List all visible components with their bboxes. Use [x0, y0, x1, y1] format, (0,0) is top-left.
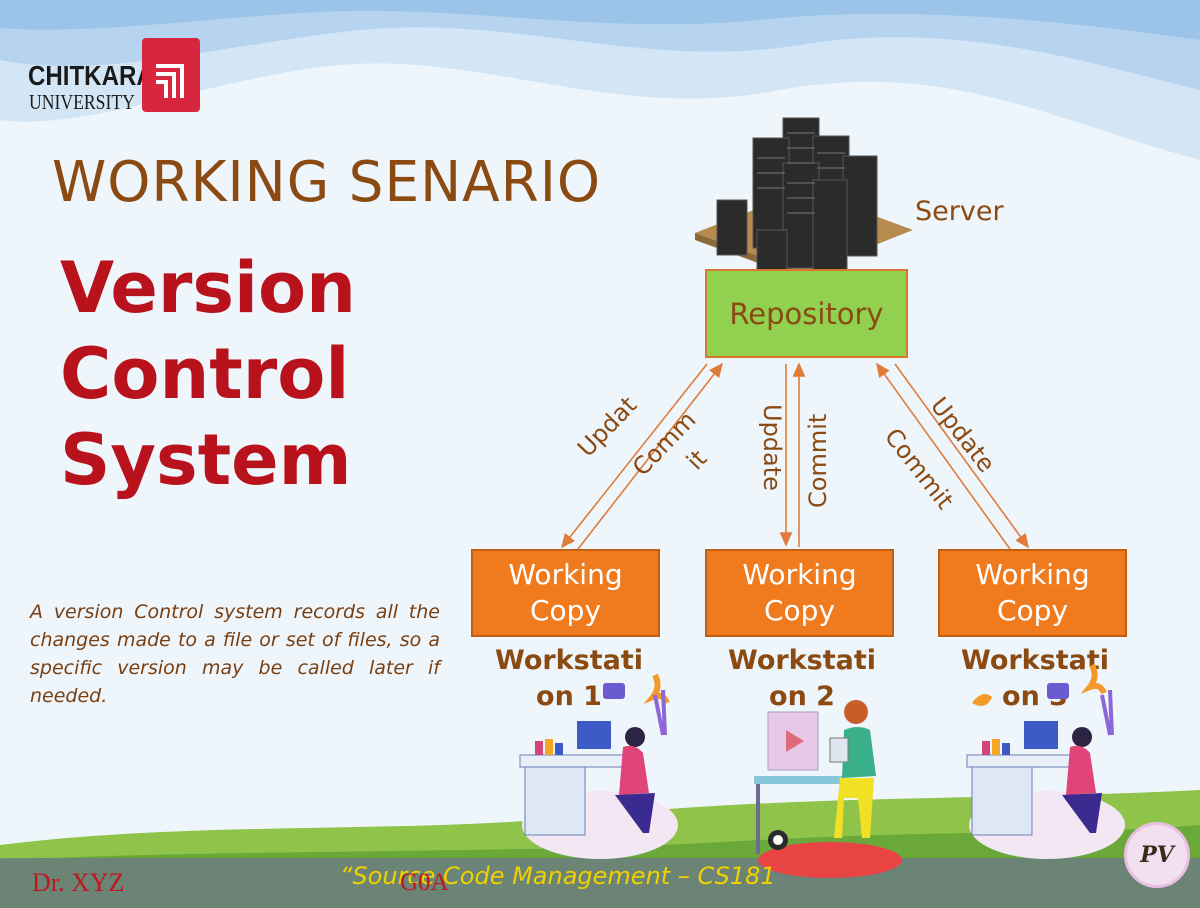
- description-text: A version Control system records all the…: [30, 601, 440, 707]
- title-line-1: Version: [60, 247, 356, 329]
- arrow-update-1: [561, 363, 708, 549]
- pv-badge-icon: PV: [1124, 822, 1190, 888]
- arrow-update-3: [894, 363, 1029, 549]
- repository-label: Repository: [729, 296, 884, 331]
- person-at-desk-icon: [519, 673, 678, 859]
- working-copy-box-3: Working Copy: [938, 549, 1127, 637]
- working-copy-label-line-1: Working: [508, 558, 623, 591]
- working-copy-box-2: Working Copy: [705, 549, 894, 637]
- working-copy-box-1: Working Copy: [471, 549, 660, 637]
- footer-course-title: “Source Code Management – CS181: [340, 862, 776, 890]
- person-at-desk-icon-2: [966, 663, 1125, 859]
- slide-title: Version Control System: [60, 245, 390, 503]
- person-with-tablet-icon: [754, 700, 902, 878]
- working-copy-label-line-2: Copy: [996, 594, 1069, 627]
- university-logo: CHITKARA UNIVERSITY: [26, 38, 201, 114]
- label-mid-commit: Commit: [804, 413, 832, 508]
- title-line-3: System: [60, 419, 352, 501]
- server-label: Server: [915, 196, 1004, 227]
- slide-heading: WORKING SENARIO: [52, 150, 602, 215]
- working-copy-label-line-1: Working: [975, 558, 1090, 591]
- working-copy-label-line-2: Copy: [529, 594, 602, 627]
- title-line-2: Control: [60, 333, 350, 415]
- repository-box: Repository: [705, 269, 908, 358]
- logo-mark-icon: [142, 38, 200, 112]
- logo-sub-text: UNIVERSITY: [29, 90, 135, 114]
- logo-brand-text: CHITKARA: [28, 60, 154, 91]
- footer-author: Dr. XYZ: [32, 868, 125, 897]
- footer-code: G0A: [400, 869, 449, 896]
- arrow-commit-3: [876, 362, 1011, 550]
- arrow-commit-1: [577, 362, 723, 550]
- server-racks-icon: [695, 117, 913, 273]
- workstation-label-1: Workstation 1: [495, 645, 643, 712]
- workstation-label-2: Workstation 2: [728, 645, 876, 712]
- label-mid-update: Update: [758, 404, 786, 491]
- working-copy-label-line-2: Copy: [763, 594, 836, 627]
- working-copy-label-line-1: Working: [742, 558, 857, 591]
